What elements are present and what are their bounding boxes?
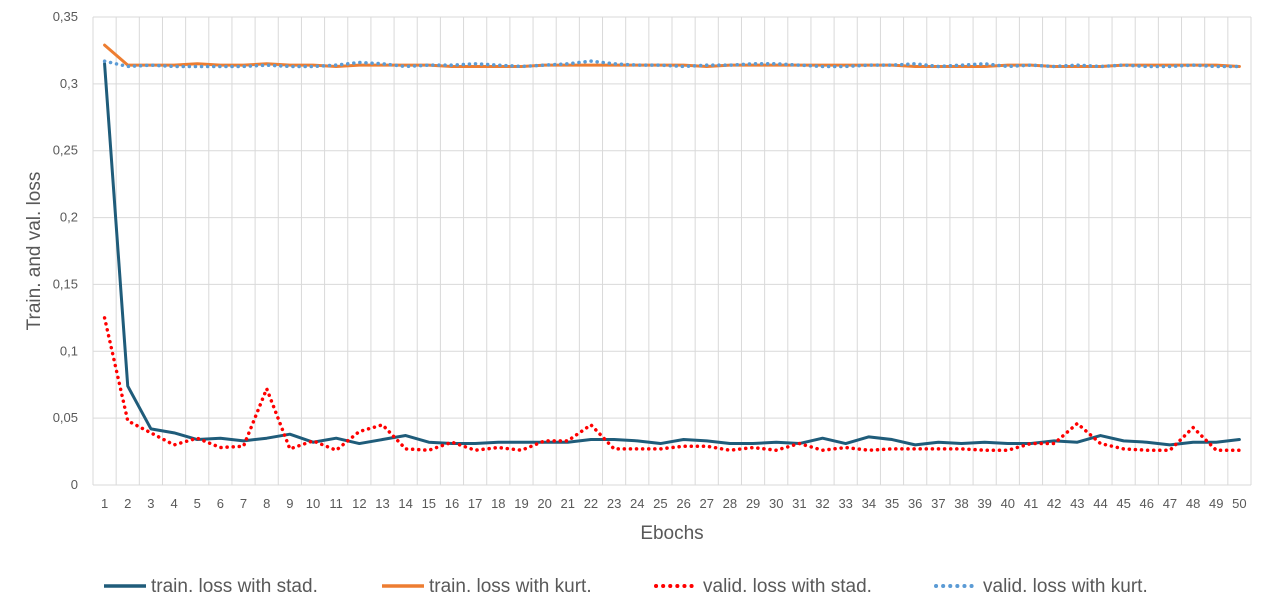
x-tick-label: 34 bbox=[862, 496, 876, 511]
x-tick-label: 46 bbox=[1140, 496, 1154, 511]
x-tick-label: 33 bbox=[838, 496, 852, 511]
x-tick-label: 17 bbox=[468, 496, 482, 511]
x-tick-label: 48 bbox=[1186, 496, 1200, 511]
y-axis-title: Train. and val. loss bbox=[24, 172, 45, 331]
legend-label: valid. loss with stad. bbox=[703, 576, 872, 597]
x-tick-label: 38 bbox=[954, 496, 968, 511]
legend: train. loss with stad. train. loss with k… bbox=[104, 576, 1148, 597]
x-tick-label: 28 bbox=[723, 496, 737, 511]
y-tick-label: 0 bbox=[71, 477, 78, 492]
y-tick-label: 0,3 bbox=[60, 76, 78, 91]
x-tick-label: 18 bbox=[491, 496, 505, 511]
x-tick-label: 16 bbox=[445, 496, 459, 511]
y-tick-label: 0,25 bbox=[53, 143, 78, 158]
series-line-4 bbox=[102, 59, 1242, 69]
x-tick-label: 25 bbox=[653, 496, 667, 511]
y-tick-label: 0,15 bbox=[53, 276, 78, 291]
x-tick-label: 44 bbox=[1093, 496, 1107, 511]
legend-label: train. loss with kurt. bbox=[429, 576, 592, 597]
x-tick-label: 45 bbox=[1116, 496, 1130, 511]
x-tick-label: 35 bbox=[885, 496, 899, 511]
legend-label: train. loss with stad. bbox=[151, 576, 318, 597]
x-tick-label: 40 bbox=[1001, 496, 1015, 511]
x-tick-label: 21 bbox=[561, 496, 575, 511]
x-tick-label: 8 bbox=[263, 496, 270, 511]
x-tick-label: 29 bbox=[746, 496, 760, 511]
series-line-1 bbox=[103, 62, 1241, 447]
x-tick-labels: 1 2 3 4 5 6 7 8 9 10 11 12 13 14 15 16 17 18 19 20 21 22 23 24 2… bbox=[101, 496, 1247, 511]
x-tick-label: 30 bbox=[769, 496, 783, 511]
x-tick-label: 3 bbox=[147, 496, 154, 511]
x-tick-label: 24 bbox=[630, 496, 644, 511]
y-tick-label: 0,1 bbox=[60, 343, 78, 358]
x-tick-label: 32 bbox=[815, 496, 829, 511]
legend-item-4: valid. loss with kurt. bbox=[934, 576, 1148, 597]
x-tick-label: 7 bbox=[240, 496, 247, 511]
x-tick-label: 6 bbox=[217, 496, 224, 511]
y-tick-label: 0,35 bbox=[53, 9, 78, 24]
legend-label: valid. loss with kurt. bbox=[983, 576, 1148, 597]
legend-item-3: valid. loss with stad. bbox=[654, 576, 872, 597]
x-tick-label: 12 bbox=[352, 496, 366, 511]
series-line-3 bbox=[102, 316, 1242, 452]
x-tick-label: 11 bbox=[329, 496, 343, 511]
x-tick-label: 43 bbox=[1070, 496, 1084, 511]
x-tick-label: 14 bbox=[398, 496, 412, 511]
y-tick-label: 0,2 bbox=[60, 210, 78, 225]
x-tick-label: 23 bbox=[607, 496, 621, 511]
x-axis-title: Ebochs bbox=[640, 523, 703, 544]
x-tick-label: 37 bbox=[931, 496, 945, 511]
x-tick-label: 39 bbox=[977, 496, 991, 511]
x-tick-label: 31 bbox=[792, 496, 806, 511]
x-tick-label: 49 bbox=[1209, 496, 1223, 511]
series-layer bbox=[102, 43, 1242, 452]
x-tick-label: 15 bbox=[422, 496, 436, 511]
x-tick-label: 9 bbox=[286, 496, 293, 511]
x-tick-label: 27 bbox=[700, 496, 714, 511]
x-tick-label: 50 bbox=[1232, 496, 1246, 511]
x-tick-label: 36 bbox=[908, 496, 922, 511]
x-tick-label: 42 bbox=[1047, 496, 1061, 511]
x-tick-label: 2 bbox=[124, 496, 131, 511]
x-tick-label: 22 bbox=[584, 496, 598, 511]
x-tick-label: 13 bbox=[375, 496, 389, 511]
x-tick-label: 5 bbox=[194, 496, 201, 511]
x-tick-label: 26 bbox=[676, 496, 690, 511]
x-tick-label: 47 bbox=[1163, 496, 1177, 511]
y-tick-labels: 0 0,05 0,1 0,15 0,2 0,25 0,3 0,35 bbox=[53, 9, 78, 492]
legend-item-2: train. loss with kurt. bbox=[382, 576, 592, 597]
x-tick-label: 41 bbox=[1024, 496, 1038, 511]
grid-lines bbox=[92, 16, 1252, 486]
legend-item-1: train. loss with stad. bbox=[104, 576, 318, 597]
x-tick-label: 20 bbox=[537, 496, 551, 511]
x-tick-label: 4 bbox=[170, 496, 177, 511]
x-tick-label: 19 bbox=[514, 496, 528, 511]
x-tick-label: 1 bbox=[101, 496, 108, 511]
x-tick-label: 10 bbox=[306, 496, 320, 511]
y-tick-label: 0,05 bbox=[53, 410, 78, 425]
